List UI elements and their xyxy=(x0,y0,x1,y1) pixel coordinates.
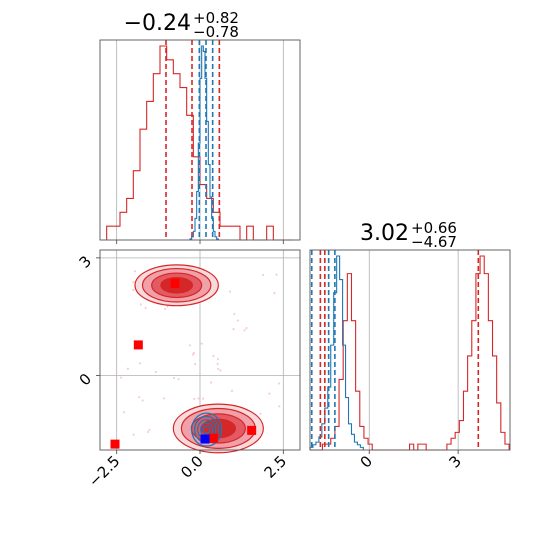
joint-scatter-point-14 xyxy=(188,344,191,347)
joint-scatter-point-51 xyxy=(268,392,271,395)
joint-scatter-point-30 xyxy=(278,382,281,385)
joint-ytick-label-0: 0 xyxy=(76,370,95,389)
right-xtick-label-0: 0 xyxy=(357,452,376,471)
title-right-lower: −4.67 xyxy=(411,233,457,251)
joint-scatter-point-28 xyxy=(126,367,130,370)
joint-scatter-point-46 xyxy=(216,362,219,365)
joint-scatter-point-43 xyxy=(233,312,236,316)
joint-scatter-point-53 xyxy=(236,319,239,322)
marginal-histogram-top xyxy=(99,39,301,244)
right-frame xyxy=(309,249,511,451)
joint-scatter-point-25 xyxy=(245,327,248,330)
title-top-lower: −0.78 xyxy=(193,23,239,41)
joint-marker-3 xyxy=(247,425,257,435)
joint-scatter-panel: −2.5 0.0 2.5 0 3 xyxy=(76,249,301,491)
joint-scatter-point-26 xyxy=(141,399,144,402)
joint-scatter-point-33 xyxy=(194,363,197,366)
joint-scatter-point-1 xyxy=(138,395,141,399)
joint-scatter-point-54 xyxy=(228,290,232,293)
joint-scatter-point-10 xyxy=(148,428,151,431)
title-top-upper: +0.82 xyxy=(193,9,239,27)
joint-scatter-point-42 xyxy=(154,370,157,373)
joint-scatter-point-21 xyxy=(132,280,135,284)
joint-scatter-point-50 xyxy=(139,303,142,306)
joint-scatter-point-13 xyxy=(278,405,281,408)
joint-scatter-point-9 xyxy=(212,354,215,358)
joint-scatter-point-41 xyxy=(172,376,176,380)
joint-scatter-point-49 xyxy=(216,358,220,361)
joint-scatter-point-36 xyxy=(163,307,167,311)
joint-ytick-label-1: 3 xyxy=(76,252,95,271)
joint-scatter-point-29 xyxy=(232,328,235,331)
joint-scatter-point-5 xyxy=(166,305,169,308)
joint-xtick-label-2: 2.5 xyxy=(261,452,291,482)
title-right-median: 3.02 xyxy=(360,221,409,246)
joint-scatter-point-45 xyxy=(120,376,123,379)
right-hist-series-1 xyxy=(309,255,364,450)
joint-scatter-point-18 xyxy=(210,381,213,384)
joint-scatter-point-38 xyxy=(273,292,276,295)
right-xtick-label-1: 3 xyxy=(445,452,464,471)
joint-scatter-point-19 xyxy=(144,306,147,310)
joint-xtick-label-1: 0.0 xyxy=(177,452,207,482)
joint-scatter-point-37 xyxy=(261,273,265,277)
joint-scatter-point-23 xyxy=(197,397,200,400)
joint-marker-1 xyxy=(133,340,143,350)
joint-marker-5 xyxy=(200,434,210,444)
joint-scatter-point-59 xyxy=(259,412,262,415)
joint-scatter-point-2 xyxy=(192,351,195,354)
joint-scatter-point-17 xyxy=(193,397,196,401)
top-hist-series-1 xyxy=(189,45,219,240)
joint-scatter-point-7 xyxy=(201,397,205,400)
joint-scatter-point-56 xyxy=(147,430,150,434)
joint-scatter-point-0 xyxy=(200,342,203,345)
joint-blue-contour-4 xyxy=(202,425,211,434)
joint-scatter-point-20 xyxy=(177,378,180,381)
joint-scatter-point-47 xyxy=(133,270,137,273)
joint-scatter-point-57 xyxy=(132,433,135,436)
right-hist-series-0 xyxy=(310,255,510,451)
joint-marker-2 xyxy=(110,439,120,449)
joint-marker-4 xyxy=(208,433,218,443)
title-top: −0.24 xyxy=(124,11,191,36)
joint-blue-contour-0 xyxy=(191,412,223,447)
joint-scatter-point-3 xyxy=(131,288,135,292)
title-top-median: −0.24 xyxy=(124,11,191,36)
joint-scatter-point-39 xyxy=(243,329,246,332)
joint-scatter-point-11 xyxy=(275,273,278,276)
joint-scatter-point-12 xyxy=(139,362,142,365)
joint-scatter-point-24 xyxy=(219,369,222,372)
joint-scatter-point-31 xyxy=(191,353,195,356)
top-hist-series-0 xyxy=(106,45,294,241)
title-right-upper: +0.66 xyxy=(411,219,457,237)
joint-scatter-point-15 xyxy=(230,389,234,392)
joint-scatter-point-34 xyxy=(162,397,166,400)
joint-scatter-point-52 xyxy=(122,411,126,414)
joint-marker-0 xyxy=(170,278,180,288)
joint-xtick-label-0: −2.5 xyxy=(85,452,123,490)
joint-scatter-point-4 xyxy=(217,367,220,371)
